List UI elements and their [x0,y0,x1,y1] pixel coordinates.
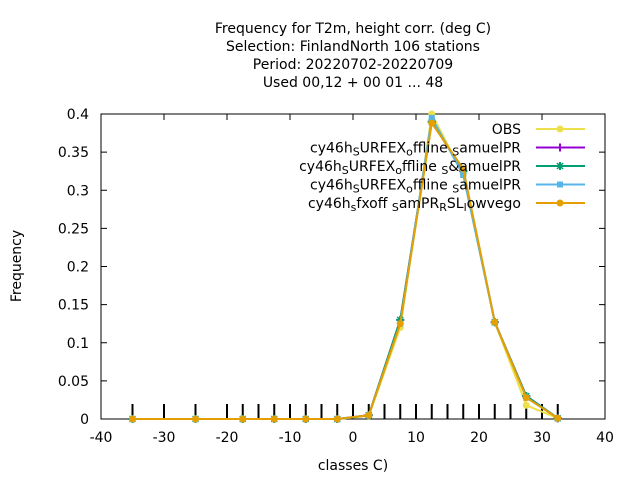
y-tick-label: 0.05 [58,374,89,390]
legend-label-part: cy46h [310,178,353,194]
title-line: Frequency for T2m, height corr. (deg C) [215,21,491,37]
legend-label-part: S [353,182,360,195]
legend-label-part: S [452,145,459,158]
legend-label-part: URFEX [360,141,407,157]
data-point [333,415,341,423]
legend-label-part: SL [447,196,464,212]
data-point [239,415,247,423]
data-point [556,199,564,207]
title-line: Selection: FinlandNorth 106 stations [226,39,480,55]
x-axis-label: classes C) [318,458,388,474]
data-point [491,318,499,326]
title-line: Used 00,12 + 00 01 ... 48 [263,75,443,91]
legend-label-part: l [464,201,467,214]
legend-label-part: ffline [413,178,452,194]
legend-label: cy46hsfxoff SamPRRSLlowvego [308,196,521,214]
legend-label-part: o [406,145,413,158]
legend-label-part: &amuelPR [448,159,521,175]
legend-label-part: owvego [467,196,521,212]
x-tick-label: 40 [596,430,614,446]
data-point [428,114,435,121]
x-tick-label: 10 [407,430,425,446]
x-tick-label: 30 [533,430,551,446]
legend-label-part: amuelPR [459,141,521,157]
legend-label-part: s [351,201,357,214]
legend-item: cy46hSURFEXoffline SamuelPR [310,141,585,159]
data-point [522,394,530,402]
x-tick-label: -40 [90,430,113,446]
legend-label-part: amPR [399,196,440,212]
y-tick-label: 0.25 [58,221,89,237]
legend-item: OBS [492,122,585,138]
data-point [365,411,373,419]
data-point [556,143,564,152]
legend-label-part: cy46h [308,196,351,212]
x-tick-label: 20 [470,430,488,446]
data-point [192,415,199,423]
x-tick-label: -10 [279,430,302,446]
legend-label-part: S [353,145,360,158]
series-4 [129,119,562,423]
legend-label-part: S [441,164,448,177]
legend-label-part: S [342,164,349,177]
legend-label: OBS [492,122,521,138]
legend-label: cy46hSURFEXoffline SamuelPR [310,141,521,159]
data-point [556,125,564,133]
legend-label: cy46hSURFEXoffline S&amuelPR [299,159,521,177]
y-tick-label: 0.35 [58,145,89,161]
y-axis-ticks: 0 0.05 0.1 0.15 0.2 0.25 0.3 0.35 0.4 [58,107,605,428]
data-point [396,320,404,328]
data-point [270,415,278,423]
x-axis-ticks: -40 -30 -20 -10 0 10 20 30 40 [90,114,614,446]
legend-item: cy46hSURFEXoffline SamuelPR [310,178,585,196]
data-point [556,162,564,170]
data-point [522,401,530,409]
legend-label-part: o [395,164,402,177]
data-point [302,415,310,423]
series-0 [129,110,562,423]
legend-item: cy46hsfxoff SamPRRSLlowvego [308,196,585,214]
legend-label-part: fxoff [356,196,391,212]
data-point [460,172,467,178]
data-point [554,414,562,422]
legend-label-part: cy46h [310,141,353,157]
legend-label-part: S [452,182,459,195]
legend-item: cy46hSURFEXoffline S&amuelPR [299,159,585,177]
legend-label-part: S [392,201,399,214]
data-point [428,119,436,127]
legend-label-part: ffline [413,141,452,157]
plot-series [128,110,562,423]
chart-title: Frequency for T2m, height corr. (deg C) S… [215,21,491,91]
legend-label-part: R [439,201,447,214]
y-tick-label: 0.3 [67,183,89,199]
data-point [459,165,467,173]
legend-label: cy46hSURFEXoffline SamuelPR [310,178,521,196]
x-tick-label: -20 [216,430,239,446]
y-tick-label: 0.15 [58,298,89,314]
legend-label-part: o [406,182,413,195]
y-tick-label: 0.4 [67,107,89,123]
y-tick-label: 0 [80,412,89,428]
y-tick-label: 0.1 [67,336,89,352]
title-line: Period: 20220702-20220709 [253,57,453,73]
data-point [129,415,136,423]
legend-label-part: URFEX [360,178,407,194]
x-tick-label: -30 [153,430,176,446]
legend-label-part: ffline [402,159,441,175]
data-point [557,181,563,188]
legend-label-part: cy46h [299,159,342,175]
x-tick-label: 0 [349,430,358,446]
y-tick-label: 0.2 [67,260,89,276]
legend-label-part: amuelPR [459,178,521,194]
legend-label-part: URFEX [349,159,396,175]
y-axis-label: Frequency [9,230,25,302]
data-point-stroke [556,162,564,170]
